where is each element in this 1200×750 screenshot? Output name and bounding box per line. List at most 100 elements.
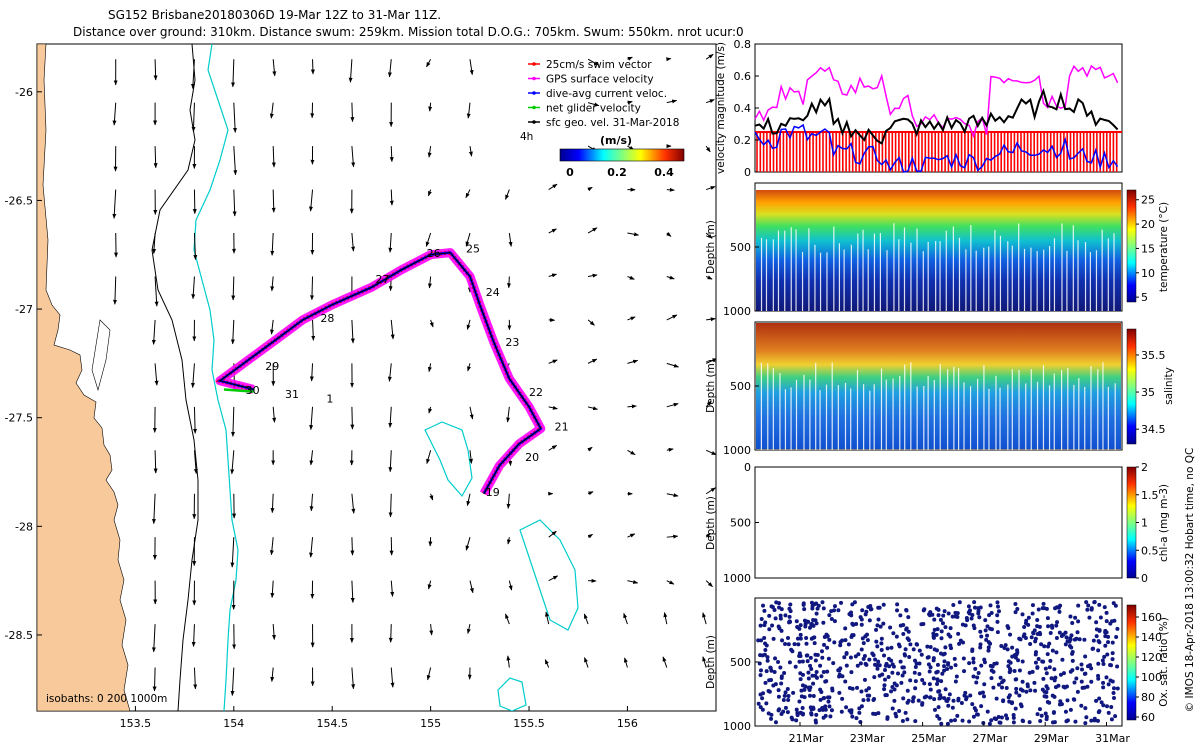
australia-coastline bbox=[37, 44, 131, 711]
oxygen-sample bbox=[819, 649, 824, 654]
oxygen-sample bbox=[843, 638, 848, 643]
chlorophyll-y-ticks: 0 500 1000 bbox=[723, 461, 759, 585]
oxygen-sample bbox=[952, 656, 957, 661]
oxygen-sample bbox=[903, 653, 908, 658]
velocity-arrow bbox=[465, 232, 471, 247]
oxygen-sample bbox=[994, 696, 999, 701]
temperature-colorbar-ticks: 25 20 15 10 5 bbox=[1136, 194, 1155, 304]
oxygen-sample bbox=[935, 678, 940, 683]
oxygen-sample bbox=[767, 613, 772, 618]
oxygen-sample bbox=[859, 622, 864, 627]
cbar-tick-label: 120 bbox=[1141, 651, 1162, 664]
salinity-panel: 35.5 35 34.5 500 1000 Depth (m) salinity bbox=[705, 321, 1175, 457]
velocity-tick-label: 0.4 bbox=[734, 102, 752, 115]
oxygen-sample bbox=[989, 718, 994, 723]
oxygen-sample bbox=[1011, 715, 1016, 720]
temperature-y-ticks: 500 1000 bbox=[723, 241, 759, 318]
oxygen-sample bbox=[973, 605, 978, 610]
oxygen-sample bbox=[773, 656, 778, 661]
oxygen-sample bbox=[991, 685, 996, 690]
oxygen-sample bbox=[1103, 643, 1108, 648]
oxygen-sample bbox=[877, 663, 882, 668]
oxygen-sample bbox=[832, 619, 837, 624]
figure-subtitle: Distance over ground: 310km. Distance sw… bbox=[73, 25, 744, 39]
oxygen-sample bbox=[781, 698, 786, 703]
oxygen-sample bbox=[837, 690, 842, 695]
lat-tick-label: -27.5 bbox=[5, 412, 33, 425]
day-label: 27 bbox=[376, 273, 390, 286]
velocity-arrow bbox=[351, 232, 356, 252]
oxygen-sample bbox=[806, 676, 811, 681]
oxygen-sample bbox=[856, 652, 861, 657]
velocity-arrow bbox=[230, 537, 235, 568]
day-label: 19 bbox=[486, 486, 500, 499]
oxygen-sample bbox=[757, 661, 762, 666]
oxygen-sample bbox=[1077, 637, 1082, 642]
oxygen-sample bbox=[911, 647, 916, 652]
velocity-arrow bbox=[548, 405, 558, 410]
oxygen-sample bbox=[844, 651, 849, 656]
velocity-arrow bbox=[231, 406, 236, 437]
oxygen-sample bbox=[875, 623, 880, 628]
oxygen-sample bbox=[897, 709, 902, 714]
oxygen-sample bbox=[1064, 719, 1069, 724]
oxygen-sample bbox=[1111, 691, 1116, 696]
oxygen-sample bbox=[808, 663, 813, 668]
oxygen-sample bbox=[919, 652, 924, 657]
velocity-arrow bbox=[425, 232, 432, 247]
oxygen-sample bbox=[971, 660, 976, 665]
oxygen-sample bbox=[962, 669, 967, 674]
oxygen-sample bbox=[809, 622, 814, 627]
oxygen-sample bbox=[1070, 668, 1075, 673]
oxygen-sample bbox=[1014, 690, 1019, 695]
oxygen-sample bbox=[1057, 630, 1062, 635]
velocity-arrow bbox=[390, 667, 395, 688]
oxygen-sample bbox=[1068, 707, 1073, 712]
velocity-arrow bbox=[309, 493, 314, 512]
velocity-arrow bbox=[153, 450, 158, 474]
velocity-arrow bbox=[191, 624, 196, 647]
oxygen-sample bbox=[1041, 659, 1046, 664]
velocity-arrow bbox=[191, 276, 196, 300]
oxygen-sample bbox=[850, 714, 855, 719]
oxygen-sample bbox=[932, 697, 937, 702]
legend-marker bbox=[532, 105, 536, 110]
oxygen-sample bbox=[837, 672, 842, 677]
oxygen-sample bbox=[895, 602, 900, 607]
oxygen-sample bbox=[1100, 658, 1105, 663]
colorbar-tick: 0.4 bbox=[654, 166, 674, 179]
oxygen-sample bbox=[893, 711, 898, 716]
oxygen-sample bbox=[885, 715, 890, 720]
oxygen-sample bbox=[964, 695, 969, 700]
velocity-arrow bbox=[705, 400, 712, 408]
oxygen-sample bbox=[934, 648, 939, 653]
cbar-tick-label: 35 bbox=[1141, 386, 1155, 399]
oxygen-sample bbox=[946, 703, 951, 708]
oxygen-sample bbox=[946, 611, 951, 616]
oxygen-sample bbox=[778, 616, 783, 621]
oxygen-sample bbox=[773, 682, 778, 687]
velocity-arrow bbox=[469, 59, 474, 76]
oxygen-sample bbox=[795, 711, 800, 716]
velocity-arrow bbox=[387, 59, 392, 78]
oxygen-sample bbox=[976, 609, 981, 614]
oxygen-sample bbox=[903, 710, 908, 715]
oxygen-sample bbox=[1021, 634, 1026, 639]
oxygen-sample bbox=[936, 689, 941, 694]
velocity-arrow bbox=[311, 319, 316, 341]
velocity-arrow bbox=[427, 146, 432, 158]
lon-tick-label: 155.5 bbox=[513, 717, 545, 730]
oxygen-sample bbox=[1044, 690, 1049, 695]
velocity-arrow bbox=[429, 624, 434, 636]
oxygen-sample bbox=[762, 608, 767, 613]
oxygen-sample bbox=[824, 632, 829, 637]
oxygen-sample bbox=[1039, 642, 1044, 647]
depth-tick-label: 1000 bbox=[723, 444, 751, 457]
oxygen-sample bbox=[968, 693, 973, 698]
oxygen-sample bbox=[942, 609, 947, 614]
time-tick-label: 31Mar bbox=[1095, 732, 1130, 745]
oxygen-sample bbox=[862, 677, 867, 682]
oxygen-sample bbox=[953, 679, 958, 684]
velocity-series-line bbox=[754, 87, 1119, 145]
oxygen-sample bbox=[1048, 631, 1053, 636]
